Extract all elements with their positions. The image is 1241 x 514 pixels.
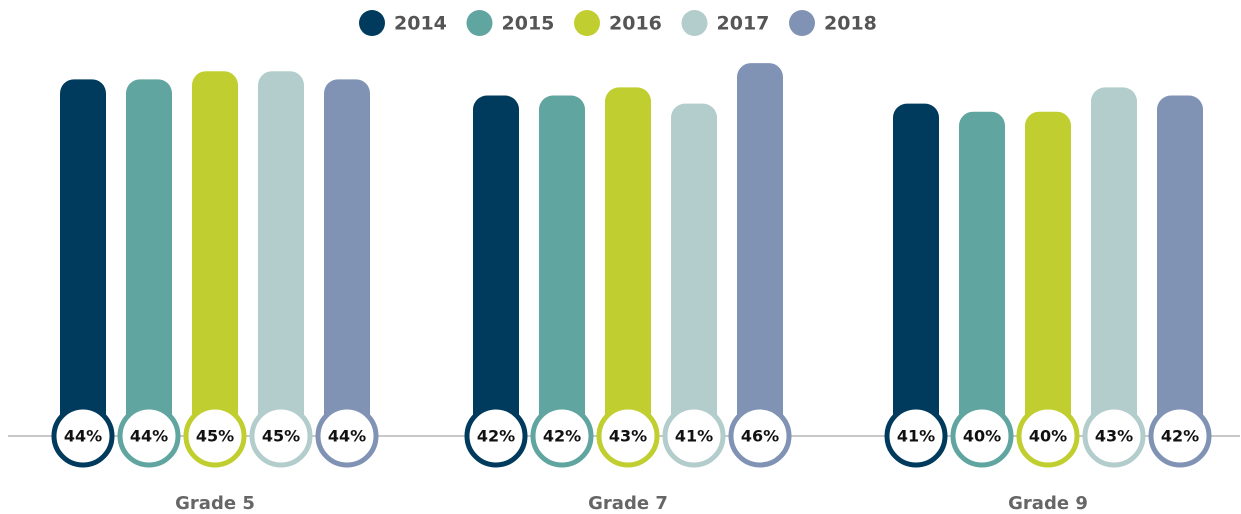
legend-label: 2016 [609,13,662,35]
value-label: 40% [963,427,1001,446]
legend-label: 2014 [394,13,447,35]
value-label: 42% [477,427,515,446]
value-label: 44% [64,427,102,446]
label-badge [1082,404,1146,468]
bar [473,95,519,436]
bar [126,79,172,436]
value-label: 45% [262,427,300,446]
label-badge [51,404,115,468]
bar [539,95,585,436]
value-label: 45% [196,427,234,446]
legend-swatch [789,10,815,36]
bar [60,79,106,436]
bar [737,63,783,436]
x-tick-label: Grade 5 [175,493,255,514]
label-badge [249,404,313,468]
bar [1025,111,1071,436]
label-badge [183,404,247,468]
bar [605,87,651,436]
bar [324,79,370,436]
value-label: 43% [1095,427,1133,446]
value-label: 40% [1029,427,1067,446]
value-label: 42% [543,427,581,446]
legend-swatch [466,10,493,36]
legend-swatch [359,10,385,36]
bar [192,71,238,436]
label-badge [596,404,660,468]
x-tick-label: Grade 9 [1008,493,1088,514]
label-badge [728,404,792,468]
value-label: 41% [897,427,935,446]
legend-label: 2015 [502,13,555,35]
legend-label: 2018 [824,13,877,35]
label-badge [884,404,948,468]
legend-swatch [574,10,600,36]
value-label: 46% [741,427,779,446]
legend-swatch [681,10,708,36]
bar [258,71,304,436]
bar [1091,87,1137,436]
label-badge [662,404,726,468]
label-badge [950,404,1014,468]
bar [671,103,717,436]
value-label: 43% [609,427,647,446]
legend-label: 2017 [717,13,770,35]
label-badge [1016,404,1080,468]
label-badge [530,404,594,468]
value-label: 42% [1161,427,1199,446]
bar [1157,95,1203,436]
label-badge [315,404,379,468]
bar [959,111,1005,436]
value-label: 44% [130,427,168,446]
value-label: 41% [675,427,713,446]
x-tick-label: Grade 7 [588,493,668,514]
label-badge [464,404,528,468]
bar [893,103,939,436]
value-label: 44% [328,427,366,446]
label-badge [117,404,181,468]
label-badge [1148,404,1212,468]
